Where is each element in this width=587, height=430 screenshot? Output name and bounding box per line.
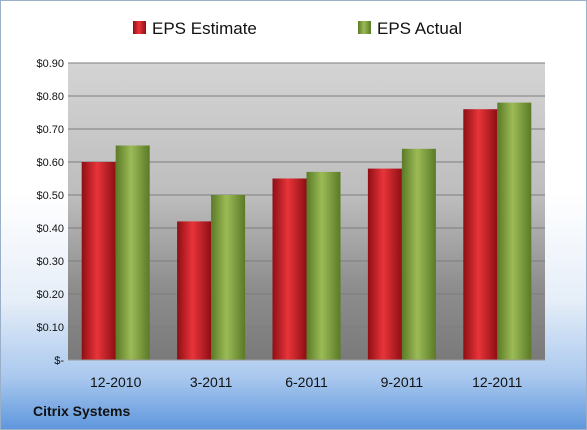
legend-swatch-estimate [133,21,146,34]
legend-label-actual: EPS Actual [377,19,462,38]
x-tick-label: 9-2011 [381,374,424,390]
bar-actual-12-2010 [115,145,150,360]
y-tick-label: $- [54,355,64,367]
legend-swatch-actual [358,21,371,34]
bar-actual-6-2011 [306,171,341,360]
bar-estimate-3-2011 [177,221,212,360]
legend: EPS Estimate EPS Actual [133,19,462,38]
bars [81,102,532,360]
bar-estimate-6-2011 [272,178,307,360]
bar-actual-3-2011 [211,195,246,360]
x-axis-tick-labels: 12-2010 3-2011 6-2011 9-2011 12-2011 [90,374,523,390]
bar-actual-12-2011 [497,102,532,360]
y-tick-label: $0.20 [36,289,64,301]
x-tick-label: 3-2011 [190,374,233,390]
y-axis-tick-labels: $- $0.10 $0.20 $0.30 $0.40 $0.50 $0.60 $0.70 $0.… [36,58,64,367]
company-name: Citrix Systems [33,403,130,419]
y-tick-label: $0.90 [36,58,64,70]
y-tick-label: $0.80 [36,91,64,103]
bar-estimate-12-2011 [463,109,498,360]
y-tick-label: $0.10 [36,322,64,334]
y-tick-label: $0.70 [36,124,64,136]
bar-estimate-9-2011 [367,168,402,360]
y-tick-label: $0.60 [36,157,64,169]
y-tick-label: $0.40 [36,223,64,235]
bar-actual-9-2011 [401,148,436,360]
bar-estimate-12-2010 [81,162,116,360]
legend-label-estimate: EPS Estimate [152,19,257,38]
y-tick-label: $0.50 [36,190,64,202]
x-tick-label: 12-2011 [472,374,523,390]
x-tick-label: 6-2011 [285,374,328,390]
x-tick-label: 12-2010 [90,374,142,390]
y-tick-label: $0.30 [36,256,64,268]
